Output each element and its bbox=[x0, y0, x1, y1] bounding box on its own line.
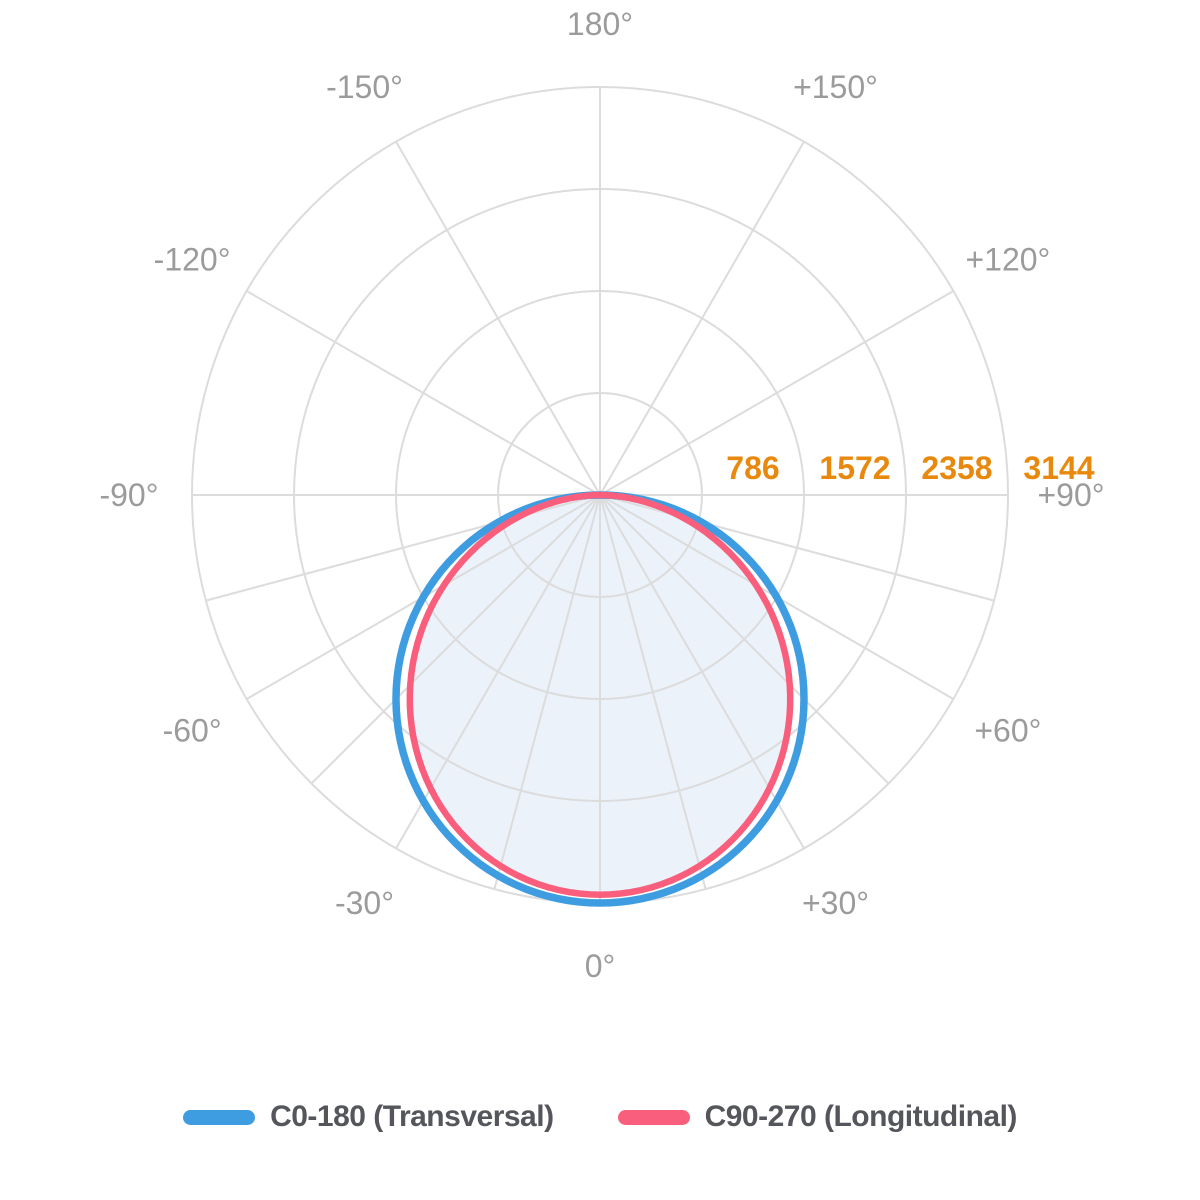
legend: C0-180 (Transversal) C90-270 (Longitudin… bbox=[0, 1100, 1200, 1134]
legend-label-c90-270: C90-270 (Longitudinal) bbox=[704, 1100, 1018, 1133]
radial-tick-3144: 3144 bbox=[1023, 450, 1094, 486]
legend-item-c0-180[interactable]: C0-180 (Transversal) bbox=[183, 1100, 554, 1134]
curve-c0-180-transversal bbox=[392, 491, 808, 907]
angle-label--150: -150° bbox=[326, 69, 403, 105]
grid-spoke-120 bbox=[599, 290, 954, 496]
angle-label--120: -120° bbox=[154, 242, 231, 278]
grid-spoke-15 bbox=[599, 494, 707, 890]
angle-label-0: 0° bbox=[585, 948, 616, 984]
angle-axis-labels: 0° -30° +30° -60° +60° -90° +90° -120° +120° -150… bbox=[99, 6, 1104, 984]
angle-label-150: +150° bbox=[793, 69, 878, 105]
curve-c90-270-longitudinal bbox=[406, 491, 794, 898]
angle-label-60: +60° bbox=[974, 713, 1041, 749]
series-curves bbox=[392, 491, 808, 907]
angle-label--30: -30° bbox=[335, 885, 394, 921]
grid-spoke--45 bbox=[310, 494, 601, 785]
radial-tick-1572: 1572 bbox=[819, 450, 890, 486]
grid-spoke--15 bbox=[493, 494, 601, 890]
radial-tick-2358: 2358 bbox=[921, 450, 992, 486]
grid-spoke-150 bbox=[599, 141, 805, 496]
angle-label-30: +30° bbox=[802, 885, 869, 921]
angle-label-90: +90° bbox=[1037, 477, 1104, 513]
legend-label-c0-180: C0-180 (Transversal) bbox=[270, 1100, 554, 1133]
legend-swatch-c0-180 bbox=[183, 1109, 256, 1125]
radial-tick-786: 786 bbox=[726, 450, 779, 486]
angle-label-120: +120° bbox=[965, 242, 1050, 278]
radial-axis-labels: 786 1572 2358 3144 bbox=[726, 450, 1094, 486]
angle-label-180: 180° bbox=[567, 6, 633, 42]
grid-spoke--150 bbox=[395, 141, 601, 496]
legend-item-c90-270[interactable]: C90-270 (Longitudinal) bbox=[617, 1100, 1018, 1134]
angle-label--90: -90° bbox=[99, 477, 158, 513]
grid-spoke--120 bbox=[246, 290, 601, 496]
legend-swatch-c90-270 bbox=[617, 1109, 690, 1125]
grid-spoke-45 bbox=[599, 494, 890, 785]
angle-label--60: -60° bbox=[163, 713, 222, 749]
polar-distribution-chart: 0° -30° +30° -60° +60° -90° +90° -120° +120° -150… bbox=[99, 6, 1104, 984]
